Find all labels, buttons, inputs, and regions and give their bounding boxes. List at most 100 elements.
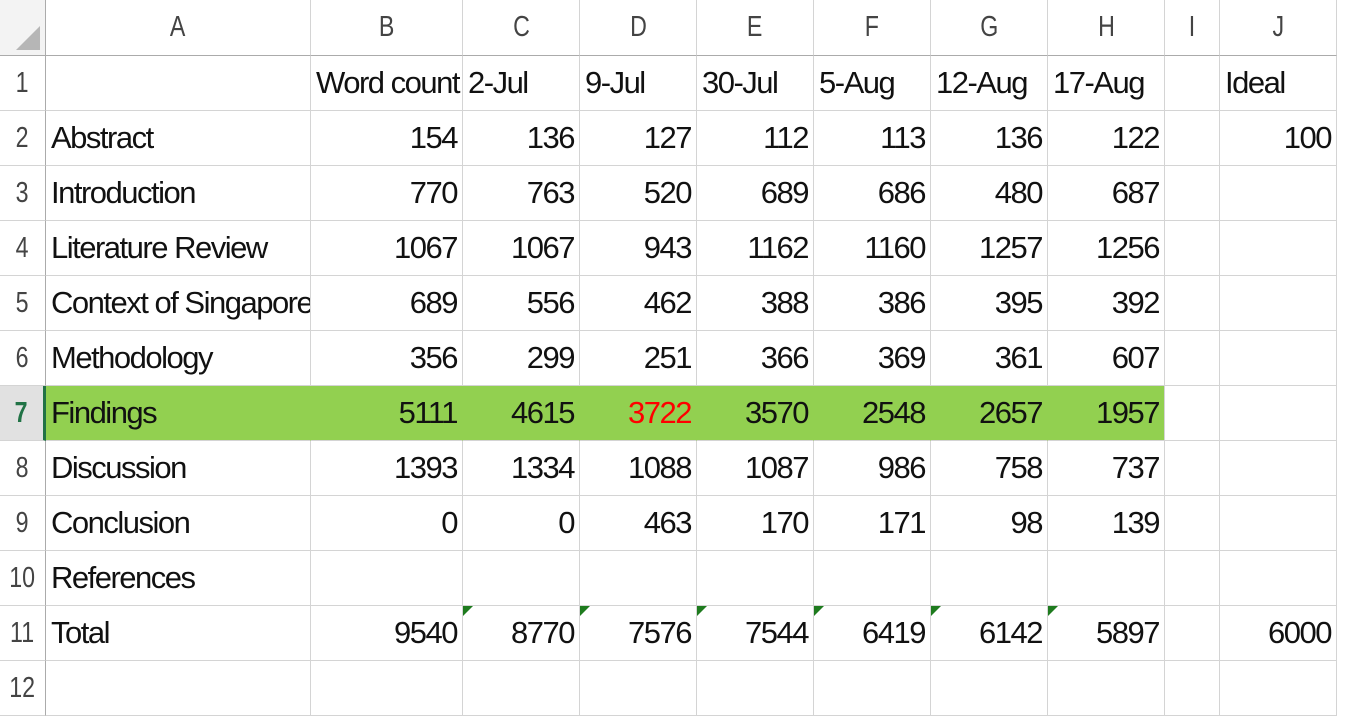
column-header-i[interactable]: I: [1165, 0, 1220, 56]
cell-g10[interactable]: [931, 551, 1048, 606]
cell-i2[interactable]: [1165, 111, 1220, 166]
cell-b10[interactable]: [311, 551, 463, 606]
cell-j8[interactable]: [1220, 441, 1337, 496]
row-header-5[interactable]: 5: [0, 276, 46, 331]
cell-b11[interactable]: 9540: [311, 606, 463, 661]
cell-e11[interactable]: 7544: [697, 606, 814, 661]
cell-e9[interactable]: 170: [697, 496, 814, 551]
select-all-corner[interactable]: [0, 0, 46, 56]
cell-h10[interactable]: [1048, 551, 1165, 606]
cell-a4[interactable]: Literature Review: [46, 221, 311, 276]
row-header-3[interactable]: 3: [0, 166, 46, 221]
cell-j11[interactable]: 6000: [1220, 606, 1337, 661]
cell-e3[interactable]: 689: [697, 166, 814, 221]
cell-e10[interactable]: [697, 551, 814, 606]
cell-b7[interactable]: 5111: [311, 386, 463, 441]
cell-a6[interactable]: Methodology: [46, 331, 311, 386]
cell-d2[interactable]: 127: [580, 111, 697, 166]
cell-d9[interactable]: 463: [580, 496, 697, 551]
cell-d6[interactable]: 251: [580, 331, 697, 386]
cell-a12[interactable]: [46, 661, 311, 716]
cell-i12[interactable]: [1165, 661, 1220, 716]
cell-h8[interactable]: 737: [1048, 441, 1165, 496]
cell-j10[interactable]: [1220, 551, 1337, 606]
cell-h3[interactable]: 687: [1048, 166, 1165, 221]
cell-i4[interactable]: [1165, 221, 1220, 276]
cell-g3[interactable]: 480: [931, 166, 1048, 221]
cell-a5[interactable]: Context of Singapore: [46, 276, 311, 331]
cell-j5[interactable]: [1220, 276, 1337, 331]
cell-h6[interactable]: 607: [1048, 331, 1165, 386]
cell-f4[interactable]: 1160: [814, 221, 931, 276]
column-header-h[interactable]: H: [1048, 0, 1165, 56]
cell-g11[interactable]: 6142: [931, 606, 1048, 661]
cell-g4[interactable]: 1257: [931, 221, 1048, 276]
cell-i6[interactable]: [1165, 331, 1220, 386]
cell-j4[interactable]: [1220, 221, 1337, 276]
cell-f3[interactable]: 686: [814, 166, 931, 221]
cell-b12[interactable]: [311, 661, 463, 716]
cell-j12[interactable]: [1220, 661, 1337, 716]
cell-a9[interactable]: Conclusion: [46, 496, 311, 551]
cell-g9[interactable]: 98: [931, 496, 1048, 551]
cell-c3[interactable]: 763: [463, 166, 580, 221]
cell-f9[interactable]: 171: [814, 496, 931, 551]
cell-g12[interactable]: [931, 661, 1048, 716]
cell-f7[interactable]: 2548: [814, 386, 931, 441]
cell-i9[interactable]: [1165, 496, 1220, 551]
column-header-b[interactable]: B: [311, 0, 463, 56]
cell-h11[interactable]: 5897: [1048, 606, 1165, 661]
cell-d4[interactable]: 943: [580, 221, 697, 276]
cell-a10[interactable]: References: [46, 551, 311, 606]
row-header-1[interactable]: 1: [0, 56, 46, 111]
cell-d7[interactable]: 3722: [580, 386, 697, 441]
cell-d8[interactable]: 1088: [580, 441, 697, 496]
cell-j6[interactable]: [1220, 331, 1337, 386]
cell-c6[interactable]: 299: [463, 331, 580, 386]
row-header-7[interactable]: 7: [0, 386, 46, 441]
cell-j1[interactable]: Ideal: [1220, 56, 1337, 111]
cell-c2[interactable]: 136: [463, 111, 580, 166]
row-header-2[interactable]: 2: [0, 111, 46, 166]
cell-a8[interactable]: Discussion: [46, 441, 311, 496]
cell-g5[interactable]: 395: [931, 276, 1048, 331]
cell-a1[interactable]: [46, 56, 311, 111]
cell-g2[interactable]: 136: [931, 111, 1048, 166]
cell-a3[interactable]: Introduction: [46, 166, 311, 221]
cell-i5[interactable]: [1165, 276, 1220, 331]
column-header-g[interactable]: G: [931, 0, 1048, 56]
cell-i10[interactable]: [1165, 551, 1220, 606]
cell-b4[interactable]: 1067: [311, 221, 463, 276]
column-header-c[interactable]: C: [463, 0, 580, 56]
cell-i11[interactable]: [1165, 606, 1220, 661]
cell-g7[interactable]: 2657: [931, 386, 1048, 441]
cell-f2[interactable]: 113: [814, 111, 931, 166]
cell-h2[interactable]: 122: [1048, 111, 1165, 166]
cell-b5[interactable]: 689: [311, 276, 463, 331]
column-header-d[interactable]: D: [580, 0, 697, 56]
cell-e6[interactable]: 366: [697, 331, 814, 386]
cell-f12[interactable]: [814, 661, 931, 716]
cell-j2[interactable]: 100: [1220, 111, 1337, 166]
cell-g8[interactable]: 758: [931, 441, 1048, 496]
cell-f10[interactable]: [814, 551, 931, 606]
cell-c9[interactable]: 0: [463, 496, 580, 551]
cell-a11[interactable]: Total: [46, 606, 311, 661]
cell-b2[interactable]: 154: [311, 111, 463, 166]
cell-c4[interactable]: 1067: [463, 221, 580, 276]
cell-d10[interactable]: [580, 551, 697, 606]
cell-f1[interactable]: 5-Aug: [814, 56, 931, 111]
row-header-12[interactable]: 12: [0, 661, 46, 716]
cell-b6[interactable]: 356: [311, 331, 463, 386]
cell-h1[interactable]: 17-Aug: [1048, 56, 1165, 111]
cell-g1[interactable]: 12-Aug: [931, 56, 1048, 111]
cell-f8[interactable]: 986: [814, 441, 931, 496]
cell-a2[interactable]: Abstract: [46, 111, 311, 166]
column-header-a[interactable]: A: [46, 0, 311, 56]
cell-c5[interactable]: 556: [463, 276, 580, 331]
column-header-f[interactable]: F: [814, 0, 931, 56]
row-header-6[interactable]: 6: [0, 331, 46, 386]
cell-f11[interactable]: 6419: [814, 606, 931, 661]
row-header-4[interactable]: 4: [0, 221, 46, 276]
cell-h9[interactable]: 139: [1048, 496, 1165, 551]
